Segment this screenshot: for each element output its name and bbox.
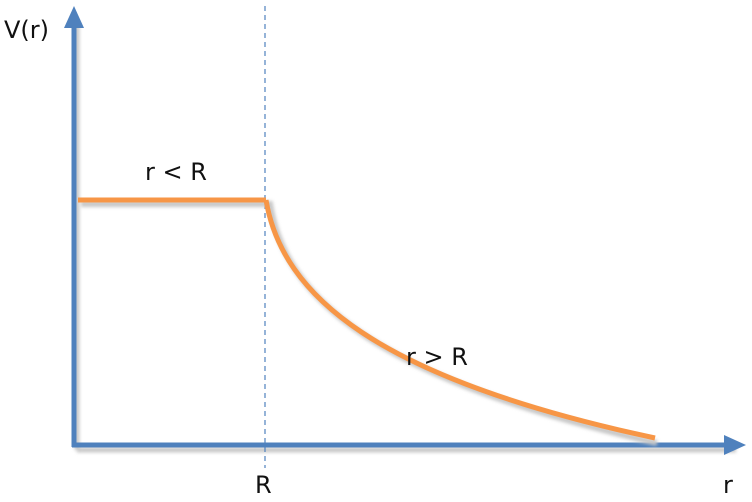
- axis-shadows: [74, 22, 736, 453]
- y-axis-arrow-icon: [64, 6, 84, 28]
- inside-region-label: r < R: [145, 158, 207, 186]
- outside-region-label: r > R: [406, 343, 468, 371]
- x-axis-label: r: [723, 471, 733, 499]
- curve-shadow: [81, 201, 658, 446]
- y-axis-label: V(r): [4, 16, 49, 44]
- potential-curve-outside: [263, 199, 656, 441]
- x-axis-arrow-icon: [724, 435, 746, 455]
- R-tick-label: R: [255, 471, 272, 499]
